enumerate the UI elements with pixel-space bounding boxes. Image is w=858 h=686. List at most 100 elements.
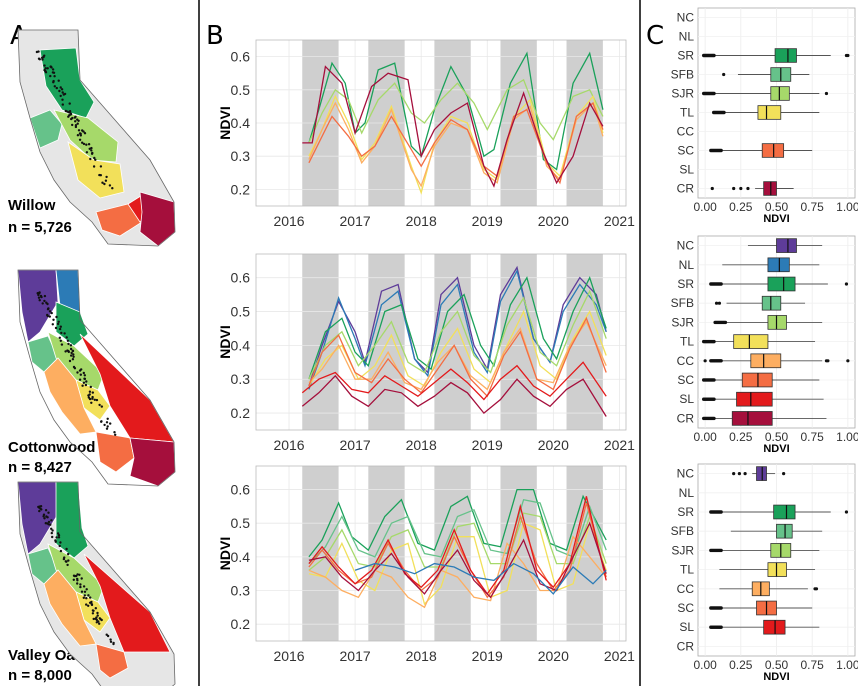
series-line [302, 65, 604, 188]
occurrence-point [88, 390, 92, 393]
occurrence-point [66, 339, 70, 342]
boxplot-2: NC NL SR SFB SJR TL CC SC SL CR 0.00 0.25 0.50 0.75 1.… [671, 235, 858, 455]
map-outline [17, 269, 176, 487]
occurrence-point [67, 349, 70, 353]
occurrence-point [93, 398, 97, 401]
outlier-point [719, 282, 723, 286]
occurrence-point [63, 92, 67, 96]
occurrence-point [56, 532, 60, 535]
occurrence-point [74, 120, 77, 123]
occurrence-point [82, 130, 85, 133]
occurrence-point [48, 315, 51, 318]
panel-label-b: B [206, 21, 224, 51]
outlier-point [846, 53, 850, 58]
x-tick-label: 0.00 [693, 200, 717, 214]
occurrence-point [105, 427, 109, 430]
x-tick-label: 2016 [273, 437, 304, 453]
map-region [95, 643, 129, 679]
occurrence-point [87, 594, 90, 597]
occurrence-point [58, 336, 61, 339]
shaded-period [302, 466, 339, 641]
region-label: SR [677, 505, 694, 519]
region-label: TL [680, 106, 694, 120]
occurrence-point [46, 313, 49, 317]
occurrence-point [71, 116, 74, 120]
region-label: NL [679, 486, 695, 500]
occurrence-point [71, 349, 75, 353]
ndvi-lines-2: 0.2 0.3 0.4 0.5 0.6 2016 2017 2018 2019 2020 2021 N… [217, 253, 635, 453]
occurrence-point [55, 86, 58, 90]
occurrence-point [104, 179, 108, 182]
occurrence-point [52, 71, 56, 74]
occurrence-point [69, 344, 73, 347]
plot-frame [255, 39, 627, 207]
ndvi-boxplots: NC NL SR SFB SJR TL CC SC SL CR 0.00 0.25 0.50 0.75 1.… [671, 7, 858, 683]
y-axis-title: NDVI [217, 537, 233, 570]
y-tick-label: 0.2 [231, 405, 251, 421]
occurrence-point [96, 611, 99, 615]
y-tick-label: 0.5 [231, 304, 251, 320]
box [736, 391, 773, 407]
occurrence-point [95, 618, 99, 622]
panel-label-c: C [646, 21, 664, 51]
occurrence-point [38, 299, 41, 302]
occurrence-point [43, 68, 46, 72]
occurrence-point [57, 536, 61, 539]
outlier-point [712, 53, 716, 58]
occurrence-point [59, 325, 62, 328]
occurrence-point [112, 641, 115, 645]
map-outline [17, 481, 176, 686]
outlier-point [723, 320, 728, 325]
shaded-period [368, 466, 405, 641]
x-tick-label: 0.50 [765, 430, 789, 444]
y-tick-label: 0.2 [231, 181, 251, 197]
occurrence-point [76, 573, 79, 576]
outlier-point [719, 359, 723, 363]
boxplot-1: NC NL SR SFB SJR TL CC SC SL CR 0.00 0.25 0.50 0.75 1.… [671, 7, 858, 225]
occurrence-point [51, 535, 54, 539]
occurrence-point [63, 332, 66, 335]
occurrence-point [98, 622, 101, 625]
occurrence-point [52, 318, 55, 321]
occurrence-point [76, 122, 79, 125]
occurrence-point [59, 86, 62, 89]
x-tick-label: 0.00 [693, 430, 717, 444]
california-map-3 [17, 481, 176, 686]
box [757, 105, 782, 120]
outlier-point [846, 359, 850, 363]
occurrence-point [65, 336, 68, 339]
x-tick-label: 2017 [340, 648, 371, 664]
x-tick-label: 0.00 [693, 658, 717, 672]
map-region [29, 109, 63, 149]
occurrence-point [79, 583, 82, 586]
occurrence-point [98, 403, 101, 407]
occurrence-point [57, 79, 60, 82]
ndvi-time-series: 0.2 0.3 0.4 0.5 0.6 2016 2017 2018 2019 2020 2021 N… [217, 39, 635, 664]
outlier-point [719, 606, 723, 610]
occurrence-point [111, 187, 114, 190]
box [756, 466, 767, 481]
occurrence-point [53, 85, 56, 88]
x-tick-label: 2020 [538, 213, 569, 229]
occurrence-point [90, 152, 94, 155]
occurrence-point [46, 308, 50, 311]
occurrence-point [38, 509, 41, 513]
occurrence-point [39, 294, 43, 298]
occurrence-point [109, 640, 113, 643]
outlier-point [712, 397, 716, 401]
occurrence-point [76, 582, 79, 585]
species-name-cottonwood: Cottonwood [8, 439, 95, 456]
occurrence-point [83, 132, 87, 135]
box [776, 523, 793, 539]
series-line [308, 512, 607, 571]
occurrence-point [100, 618, 103, 622]
x-tick-label: 2020 [538, 648, 569, 664]
map-outline [17, 29, 176, 247]
occurrence-point [50, 311, 53, 315]
region-label: SC [677, 601, 694, 615]
occurrence-point [55, 315, 58, 319]
map-region [55, 481, 89, 559]
x-tick-label: 0.75 [801, 200, 825, 214]
occurrence-point [90, 401, 93, 404]
outlier-point [782, 472, 786, 476]
